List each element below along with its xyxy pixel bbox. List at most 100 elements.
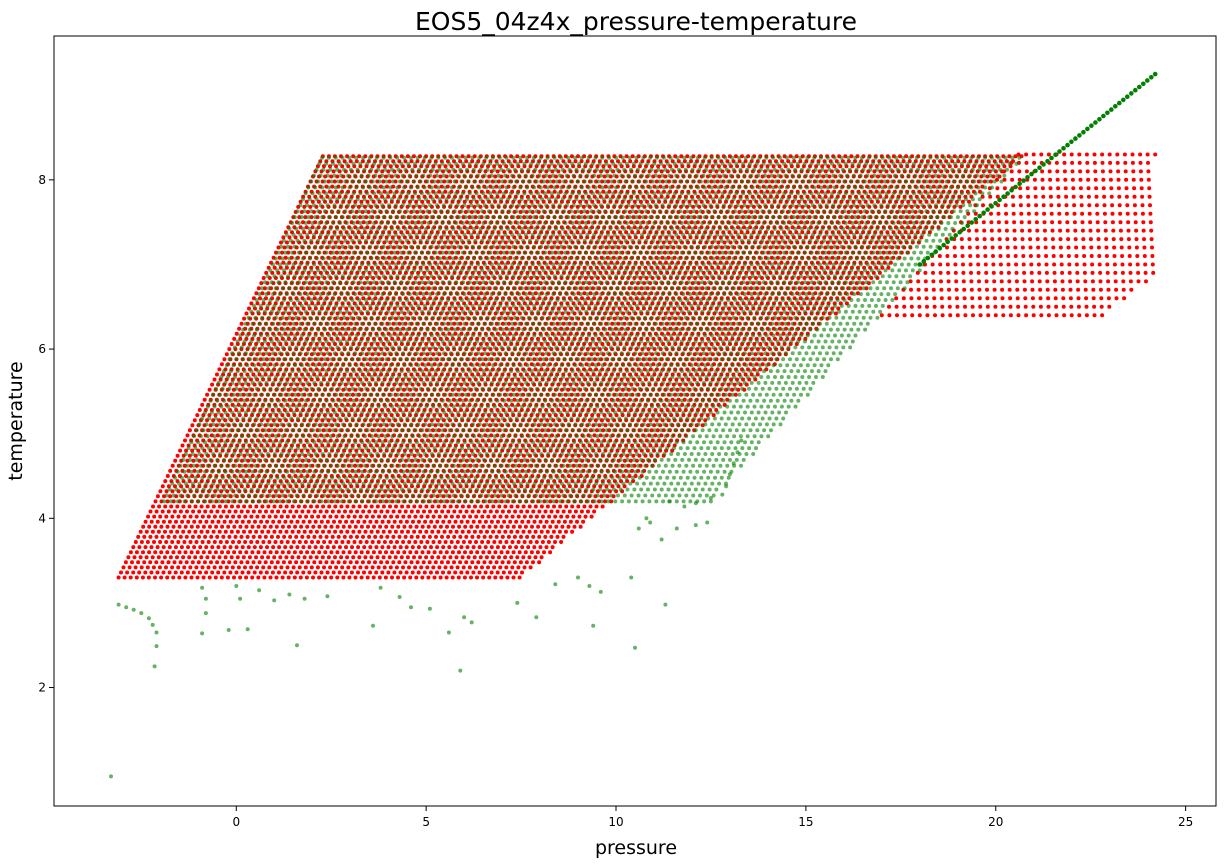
data-point-series-1 (603, 499, 608, 504)
data-point-series-1 (284, 555, 289, 560)
data-point-series-1 (280, 550, 285, 555)
data-point-series-1 (153, 524, 158, 529)
data-point-series-1 (175, 504, 180, 509)
data-point-series-1 (439, 560, 444, 565)
data-point-series-1 (125, 570, 130, 575)
data-point-series-1 (258, 545, 263, 550)
data-point-series-1 (501, 545, 506, 550)
data-point-series-1 (524, 448, 529, 453)
data-point-series-1 (386, 570, 391, 575)
data-point-series-1 (594, 504, 599, 509)
data-point-series-1 (479, 504, 484, 509)
data-point-series-1 (299, 550, 303, 555)
data-point-series-1 (401, 565, 405, 570)
data-point-series-1 (338, 519, 342, 524)
data-point-series-1 (314, 555, 319, 560)
data-point-series-1 (350, 468, 355, 473)
data-point-series-1 (453, 545, 458, 550)
data-point-series-1 (461, 453, 466, 458)
data-point-series-1 (149, 570, 154, 575)
data-point-series-1 (438, 524, 443, 529)
data-point-series-1 (172, 509, 177, 514)
data-point-series-1 (474, 514, 479, 519)
data-point-series-1 (300, 509, 305, 514)
data-point-series-1 (525, 509, 530, 514)
data-point-series-1 (234, 331, 239, 336)
data-point-series-1 (590, 413, 595, 418)
data-point-series-1 (137, 545, 142, 550)
data-point-series-1 (330, 509, 335, 514)
data-point-series-1 (598, 484, 603, 489)
data-point-series-1 (238, 575, 243, 580)
data-point-series-1 (391, 509, 396, 514)
data-point-series-1 (627, 474, 632, 478)
data-point-series-1 (592, 509, 597, 514)
data-point-series-1 (322, 540, 327, 544)
data-point-series-1 (244, 474, 249, 478)
data-point-series-1 (430, 504, 435, 509)
data-point-series-1 (539, 443, 543, 448)
data-point-series-1 (549, 509, 554, 514)
data-point-series-1 (404, 408, 409, 412)
data-point-series-1 (199, 555, 204, 560)
data-point-series-1 (250, 524, 255, 529)
data-point-series-1 (265, 519, 270, 524)
data-point-series-1 (245, 534, 250, 539)
data-point-series-1 (274, 524, 279, 529)
data-point-series-1 (413, 540, 418, 544)
data-point-series-1 (420, 524, 425, 529)
data-point-series-1 (324, 560, 329, 565)
data-point-series-1 (625, 479, 630, 484)
data-point-series-1 (322, 514, 327, 519)
data-point-series-1 (385, 534, 390, 539)
data-point-series-1 (221, 534, 226, 539)
data-point-series-1 (395, 540, 399, 544)
data-point-series-1 (269, 534, 274, 539)
data-point-series-1 (605, 494, 610, 499)
data-point-series-1 (328, 540, 333, 544)
data-point-series-1 (229, 555, 234, 560)
data-point-series-1 (406, 453, 411, 458)
data-point-series-1 (408, 524, 413, 529)
data-point-series-1 (132, 555, 137, 560)
data-point-series-1 (390, 550, 395, 555)
data-point-series-1 (288, 321, 293, 326)
data-point-series-1 (448, 529, 453, 534)
data-point-series-1 (166, 509, 171, 514)
data-point-series-1 (341, 524, 346, 529)
data-point-series-1 (437, 540, 442, 544)
data-point-series-1 (554, 524, 559, 529)
data-point-series-1 (162, 555, 167, 560)
data-point-series-1 (335, 524, 340, 529)
data-point-series-1 (384, 550, 388, 555)
data-point-series-1 (131, 545, 136, 550)
data-point-series-1 (396, 575, 400, 580)
data-point-series-1 (264, 570, 269, 575)
data-point-series-1 (174, 519, 178, 524)
data-point-series-1 (480, 514, 485, 519)
data-point-series-1 (456, 514, 460, 519)
data-point-series-1 (242, 504, 247, 509)
data-point-series-1 (288, 560, 292, 565)
data-point-series-1 (594, 342, 599, 346)
data-point-series-1 (150, 555, 155, 560)
data-point-series-1 (211, 529, 216, 534)
data-point-series-1 (156, 555, 161, 560)
data-point-series-1 (325, 545, 330, 550)
data-point-series-1 (488, 423, 493, 428)
data-point-series-1 (482, 534, 487, 539)
data-point-series-1 (389, 514, 394, 519)
data-point-series-1 (653, 433, 658, 438)
data-point-series-1 (392, 545, 397, 550)
data-point-series-1 (513, 570, 518, 575)
data-point-series-1 (207, 550, 212, 555)
data-point-series-1 (340, 565, 345, 570)
data-point-series-1 (589, 514, 594, 519)
data-point-series-1 (342, 560, 347, 565)
data-point-series-1 (176, 565, 181, 570)
data-point-series-1 (341, 550, 346, 555)
data-point-series-1 (290, 555, 295, 560)
data-point-series-1 (319, 570, 324, 575)
data-point-series-1 (235, 555, 240, 560)
data-point-series-1 (515, 529, 520, 534)
